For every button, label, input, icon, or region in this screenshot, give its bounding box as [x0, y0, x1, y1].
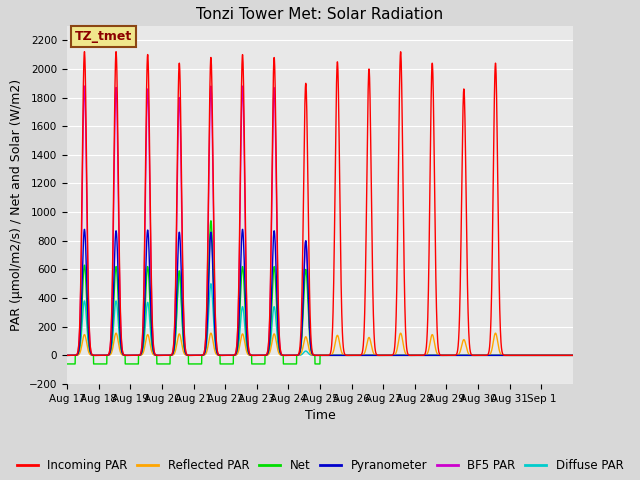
- X-axis label: Time: Time: [305, 409, 335, 422]
- Text: TZ_tmet: TZ_tmet: [75, 30, 132, 43]
- Title: Tonzi Tower Met: Solar Radiation: Tonzi Tower Met: Solar Radiation: [196, 7, 444, 22]
- Legend: Incoming PAR, Reflected PAR, Net, Pyranometer, BF5 PAR, Diffuse PAR: Incoming PAR, Reflected PAR, Net, Pyrano…: [12, 455, 628, 477]
- Y-axis label: PAR (μmol/m2/s) / Net and Solar (W/m2): PAR (μmol/m2/s) / Net and Solar (W/m2): [10, 79, 24, 331]
